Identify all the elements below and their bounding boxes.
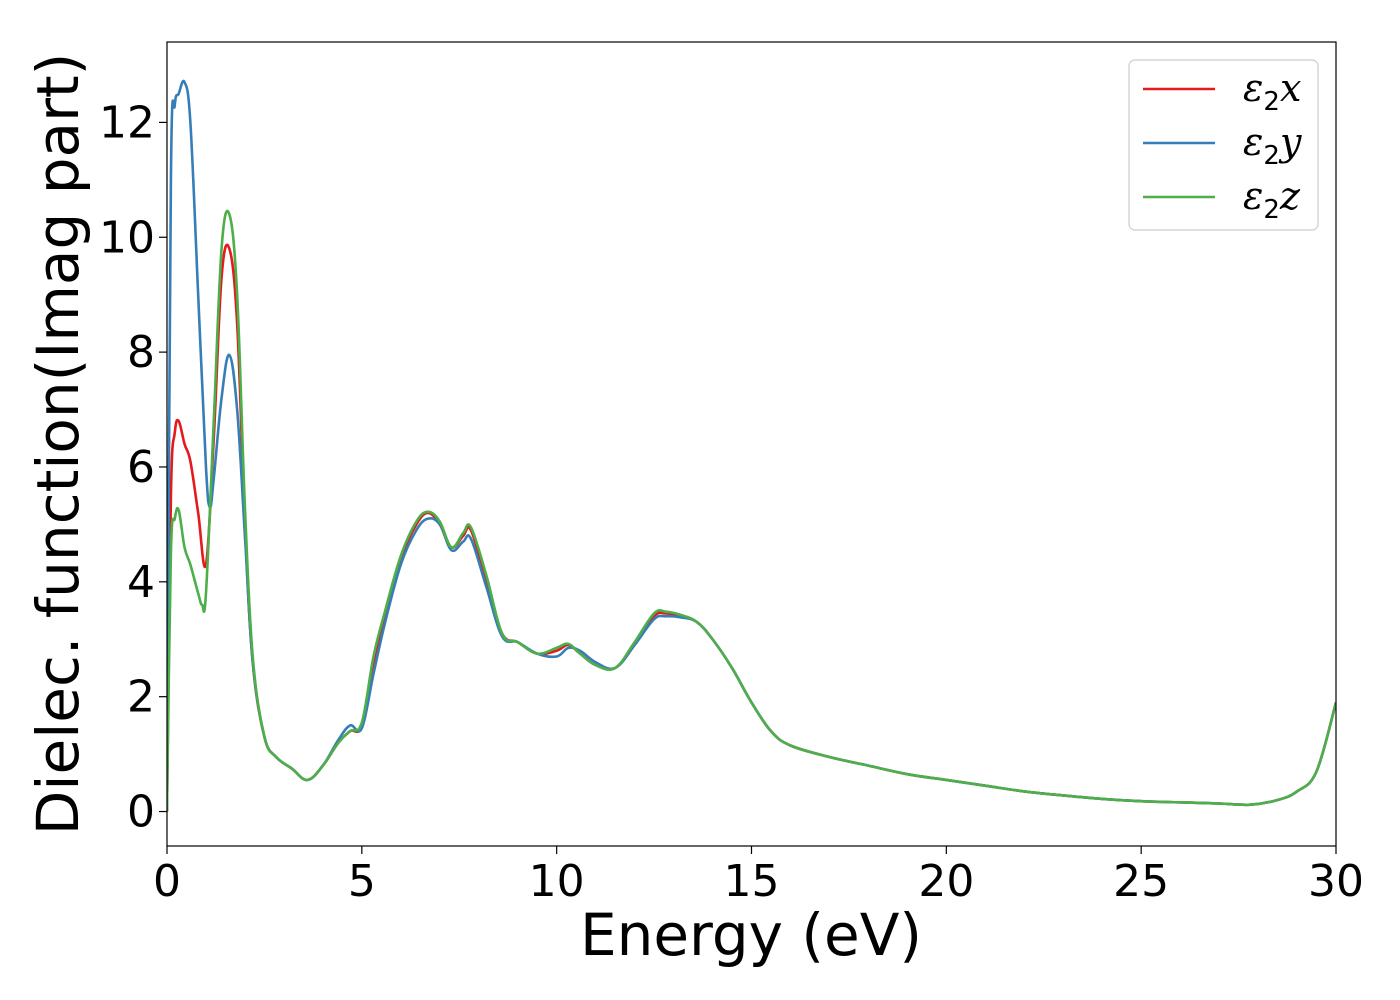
y-tick-label: 4 [127,557,155,608]
legend-box [1128,59,1319,231]
legend-label: ε2y [1243,120,1302,171]
x-tick-label: 15 [724,856,780,907]
y-axis-ticks: 0 2 4 6 8 10 12 [99,97,167,838]
x-tick-label: 20 [918,856,974,907]
legend-entry-x: ε2x [1143,66,1301,117]
y-tick-label: 12 [99,97,155,148]
x-tick-label: 30 [1308,856,1364,907]
y-tick-label: 8 [127,327,155,378]
y-tick-label: 6 [127,442,155,493]
x-tick-label: 10 [529,856,585,907]
y-tick-label: 2 [127,672,155,723]
legend-entry-z: ε2z [1143,174,1301,225]
legend-label: ε2x [1243,66,1301,117]
series-line-z [167,209,1336,812]
legend-entry-y: ε2y [1143,120,1302,171]
x-axis-ticks: 0 5 10 15 20 25 30 [153,846,1364,907]
y-tick-label: 10 [99,212,155,263]
x-tick-label: 0 [153,856,181,907]
legend-label: ε2z [1243,174,1301,225]
series-line-x [167,243,1336,812]
y-axis-label: Dielec. function(Imag part) [24,53,92,836]
x-axis-label: Energy (eV) [580,901,922,969]
x-tick-label: 25 [1113,856,1169,907]
y-tick-label: 0 [127,787,155,838]
series-layer [167,79,1336,812]
x-tick-label: 5 [348,856,376,907]
